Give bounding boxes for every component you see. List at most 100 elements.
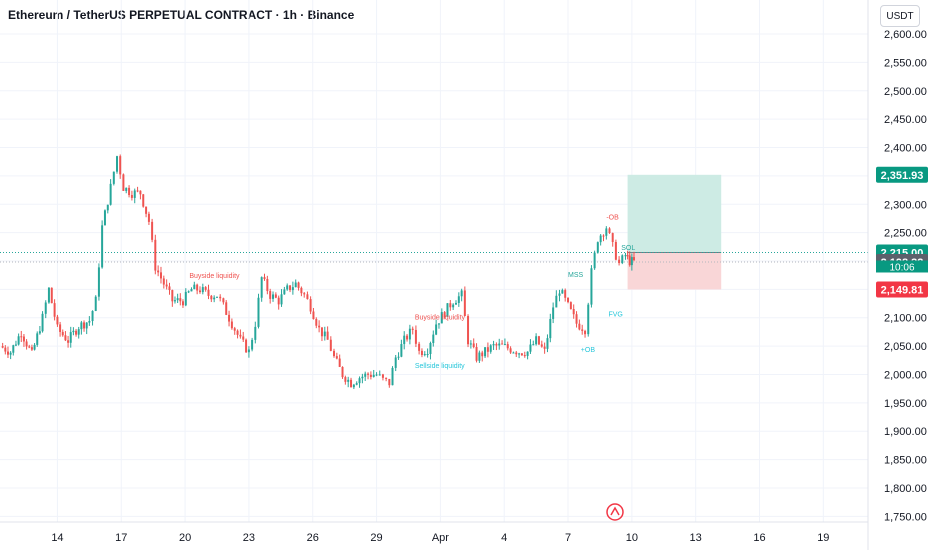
candle-body [381, 374, 384, 378]
y-tick-label: 2,550.00 [884, 57, 927, 69]
candle-body [564, 290, 567, 298]
candle-body [69, 332, 72, 343]
candle-body [179, 298, 182, 302]
candle-body [210, 295, 213, 300]
candle-body [492, 344, 495, 346]
currency-button[interactable]: USDT [880, 5, 920, 27]
x-axis[interactable]: 14 17 20 23 26 29 Apr 4 7 10 13 16 19 [0, 521, 868, 544]
candle-body [599, 235, 602, 243]
candle-body [47, 287, 50, 303]
candle-body [481, 352, 484, 357]
candle-body [139, 190, 142, 195]
candle-body [219, 296, 222, 299]
candle-body [569, 302, 572, 310]
candle-body [440, 312, 443, 324]
candle-body [176, 298, 179, 301]
candle-body [532, 344, 535, 346]
candle-body [460, 290, 463, 297]
annotation-label: Buyside liquidity [415, 314, 466, 321]
candle-body [578, 323, 581, 330]
candle-body [581, 329, 584, 331]
logo-mark [610, 506, 620, 516]
candle-body [168, 286, 171, 291]
candle-body [125, 187, 128, 191]
candle-body [618, 259, 621, 264]
candle-body [294, 282, 297, 288]
candle-body [515, 352, 518, 355]
candle-body [216, 296, 218, 298]
candle-body [157, 270, 160, 273]
candle-body [341, 366, 344, 378]
candle-body [4, 347, 7, 352]
candle-body [128, 187, 131, 196]
candle-body [478, 352, 481, 361]
candle-body [498, 343, 501, 346]
candle-body [286, 285, 289, 290]
candle-body [509, 348, 512, 353]
candle-body [207, 289, 210, 296]
candle-body [323, 331, 326, 337]
candle-body [608, 228, 611, 234]
candle-body [472, 343, 475, 348]
y-tick-label: 2,500.00 [884, 86, 927, 98]
candle-body [535, 336, 538, 345]
candle-body [72, 330, 75, 333]
x-tick-label: 4 [501, 532, 507, 544]
candle-body [9, 352, 12, 355]
candle-body [266, 278, 269, 292]
candle-body [44, 302, 47, 314]
candle-body [467, 316, 470, 345]
candle-body [106, 204, 109, 211]
candle-body [17, 336, 20, 345]
candle-body [136, 190, 139, 192]
price-label-box [876, 281, 928, 298]
candle-body [503, 344, 506, 346]
logo-circle [606, 503, 624, 521]
candle-body [50, 287, 53, 304]
y-tick-label: 1,850.00 [884, 455, 927, 467]
candle-body [605, 228, 608, 236]
candle-body [145, 206, 148, 214]
candle-body [552, 307, 555, 319]
candle-body [291, 287, 294, 291]
y-tick-label: 2,100.00 [884, 313, 927, 325]
candle-body [518, 353, 521, 355]
candle-body [549, 318, 552, 339]
x-tick-label: 16 [753, 532, 765, 544]
y-axis[interactable]: 1,750.00 1,800.00 1,850.00 1,900.00 1,950.00… [867, 0, 927, 550]
x-tick-label: 13 [690, 532, 702, 544]
candle-body [400, 344, 403, 357]
annotations: Buyside liquidity Buyside liquidity Sellsi… [189, 215, 635, 371]
countdown-label: 10:06 [889, 262, 914, 273]
candle-body [274, 294, 277, 298]
candle-body [495, 344, 498, 346]
candle-body [83, 322, 86, 329]
candle-body [222, 298, 225, 303]
candle-body [187, 291, 190, 293]
candle-body [53, 303, 56, 317]
candle-body [297, 282, 300, 288]
candle-body [446, 303, 449, 317]
candle-body [375, 374, 378, 376]
candle-body [596, 242, 599, 253]
candle-body [350, 379, 353, 388]
candle-body [269, 291, 272, 299]
candle-body [181, 301, 184, 306]
candle-body [335, 356, 338, 359]
candle-body [593, 252, 596, 269]
candle-body [190, 289, 193, 292]
annotation-label: +OB [581, 347, 596, 354]
candle-body [632, 257, 635, 261]
y-tick-label: 1,900.00 [884, 426, 927, 438]
candle-body [486, 347, 489, 352]
candle-body [414, 329, 417, 344]
candle-body [91, 310, 94, 322]
candle-body [228, 314, 231, 322]
candle-body [56, 316, 59, 325]
candle-body [611, 233, 614, 242]
candle-body [300, 287, 303, 294]
candle-body [621, 255, 624, 264]
candle-body [369, 374, 372, 377]
candle-body [546, 338, 549, 349]
